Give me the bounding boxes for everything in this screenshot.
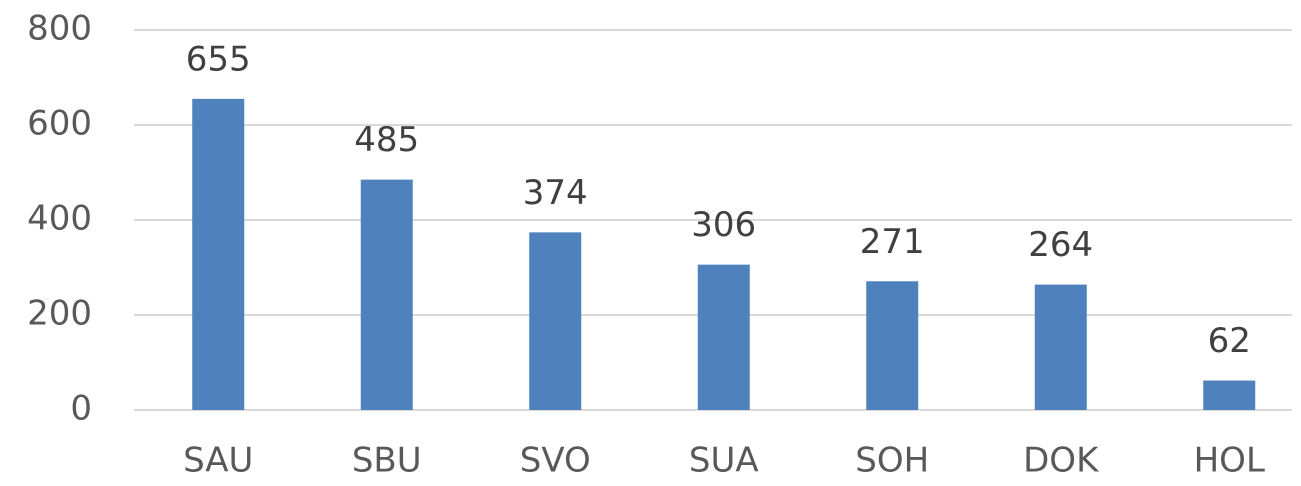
- data-label: 306: [691, 205, 756, 245]
- data-label: 62: [1208, 321, 1251, 361]
- bar: [697, 264, 750, 410]
- y-tick-label: 600: [27, 104, 92, 144]
- data-label: 374: [523, 173, 588, 213]
- bar: [192, 98, 245, 410]
- y-tick-label: 200: [27, 294, 92, 334]
- data-label: 655: [186, 39, 251, 79]
- x-tick-label: SUA: [689, 441, 759, 481]
- bar: [1203, 380, 1256, 410]
- bar: [1034, 284, 1087, 410]
- bar: [866, 281, 919, 410]
- x-tick-label: SOH: [855, 441, 929, 481]
- bar: [360, 179, 413, 410]
- data-label: 485: [354, 120, 419, 160]
- y-tick-label: 0: [70, 389, 92, 429]
- x-tick-label: HOL: [1194, 441, 1265, 481]
- data-label: 271: [860, 222, 925, 262]
- x-tick-label: SAU: [183, 441, 253, 481]
- x-tick-label: SBU: [352, 441, 422, 481]
- bar: [529, 232, 582, 410]
- data-label: 264: [1028, 225, 1093, 265]
- y-tick-label: 800: [27, 9, 92, 49]
- y-tick-label: 400: [27, 199, 92, 239]
- x-tick-label: DOK: [1023, 441, 1100, 481]
- x-tick-label: SVO: [520, 441, 591, 481]
